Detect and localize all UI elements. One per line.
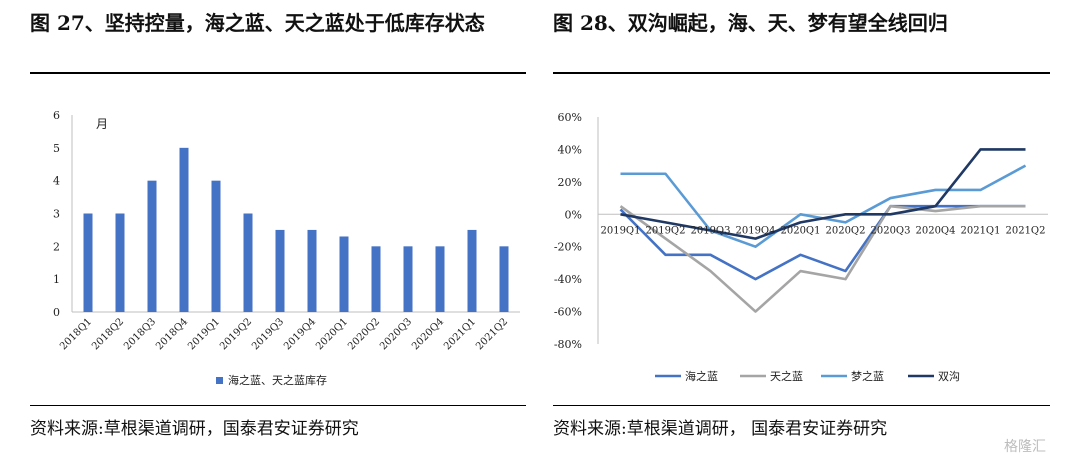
x-tick-label: 2020Q2 <box>825 225 865 236</box>
bar <box>467 229 477 312</box>
legend-label: 海之蓝 <box>685 369 718 383</box>
bar <box>403 246 413 312</box>
x-tick-label: 2021Q1 <box>960 225 1000 236</box>
x-tick-label: 2020Q4 <box>410 316 446 352</box>
x-tick-label: 2020Q3 <box>870 225 910 236</box>
x-tick-label: 2019Q4 <box>282 316 318 352</box>
left-bottom-rule <box>30 405 526 406</box>
legend-label: 双沟 <box>938 370 960 383</box>
x-tick-label: 2019Q2 <box>645 225 685 236</box>
x-tick-label: 2019Q1 <box>600 225 640 236</box>
legend-swatch <box>216 377 223 384</box>
legend-label: 海之蓝、天之蓝库存 <box>228 373 327 387</box>
bar <box>83 213 93 312</box>
y-tick-label: 6 <box>53 109 60 122</box>
x-tick-label: 2018Q3 <box>122 316 158 352</box>
legend-label: 梦之蓝 <box>851 369 884 383</box>
left-figure-title: 图 27、坚持控量，海之蓝、天之蓝处于低库存状态 <box>30 11 485 35</box>
bar <box>243 213 253 312</box>
bar <box>339 236 349 312</box>
y-tick-label: 1 <box>53 273 60 286</box>
x-tick-label: 2020Q1 <box>314 316 350 352</box>
x-tick-label: 2020Q3 <box>378 316 414 352</box>
y-tick-label: -60% <box>554 306 582 319</box>
x-tick-label: 2021Q1 <box>442 316 478 352</box>
bar <box>499 246 509 312</box>
left-title-rule <box>30 72 526 74</box>
right-title-rule <box>553 72 1050 74</box>
x-tick-label: 2019Q3 <box>690 225 730 236</box>
bar <box>147 180 157 312</box>
y-tick-label: 2 <box>53 240 60 253</box>
y-tick-label: 5 <box>53 142 60 155</box>
series-line-4 <box>620 148 1026 240</box>
growth-line-chart: -80% -60% -40% -20% 0% 20% 40% 60% 2019Q1 2019Q2 2… <box>554 111 1048 383</box>
right-bottom-rule <box>553 405 1050 406</box>
bar <box>435 246 445 312</box>
y-tick-label: 3 <box>53 208 60 221</box>
y-tick-label: 60% <box>558 111 582 124</box>
x-tick-label: 2020Q2 <box>346 316 382 352</box>
x-tick-label: 2019Q2 <box>218 316 254 352</box>
y-tick-label: -80% <box>554 338 582 351</box>
bar <box>179 147 189 312</box>
x-tick-label: 2021Q2 <box>1005 225 1045 236</box>
inventory-bar-chart: 0123456月2018Q12018Q22018Q32018Q42019Q120… <box>53 109 520 387</box>
bar <box>307 229 317 312</box>
bar <box>115 213 125 312</box>
y-tick-label: 0% <box>565 208 582 221</box>
right-source-note: 资料来源:草根渠道调研， 国泰君安证券研究 <box>553 419 888 439</box>
x-tick-label: 2018Q4 <box>154 316 190 352</box>
y-tick-label: 20% <box>558 176 582 189</box>
y-tick-label: -40% <box>554 273 582 286</box>
x-tick-label: 2018Q1 <box>58 316 94 352</box>
x-tick-label: 2019Q3 <box>250 316 286 352</box>
y-tick-label: -20% <box>554 241 582 254</box>
x-tick-label: 2018Q2 <box>90 316 126 352</box>
x-tick-label: 2020Q1 <box>780 225 820 236</box>
y-tick-label: 0 <box>53 306 60 319</box>
bar <box>211 180 221 312</box>
y-tick-label: 40% <box>558 143 582 156</box>
series-line-2 <box>619 204 1026 313</box>
x-tick-label: 2021Q2 <box>474 316 510 352</box>
bar <box>371 246 381 312</box>
x-tick-label: 2019Q4 <box>735 225 775 236</box>
x-tick-label: 2019Q1 <box>186 316 222 352</box>
watermark: 格隆汇 <box>1004 439 1046 455</box>
legend-label: 天之蓝 <box>770 369 803 383</box>
right-figure-title: 图 28、双沟崛起，海、天、梦有望全线回归 <box>553 11 948 35</box>
y-tick-label: 4 <box>53 175 60 188</box>
left-source-note: 资料来源:草根渠道调研，国泰君安证券研究 <box>30 419 359 439</box>
x-tick-label: 2020Q4 <box>915 225 955 236</box>
unit-label: 月 <box>96 117 108 131</box>
bar <box>275 229 285 312</box>
